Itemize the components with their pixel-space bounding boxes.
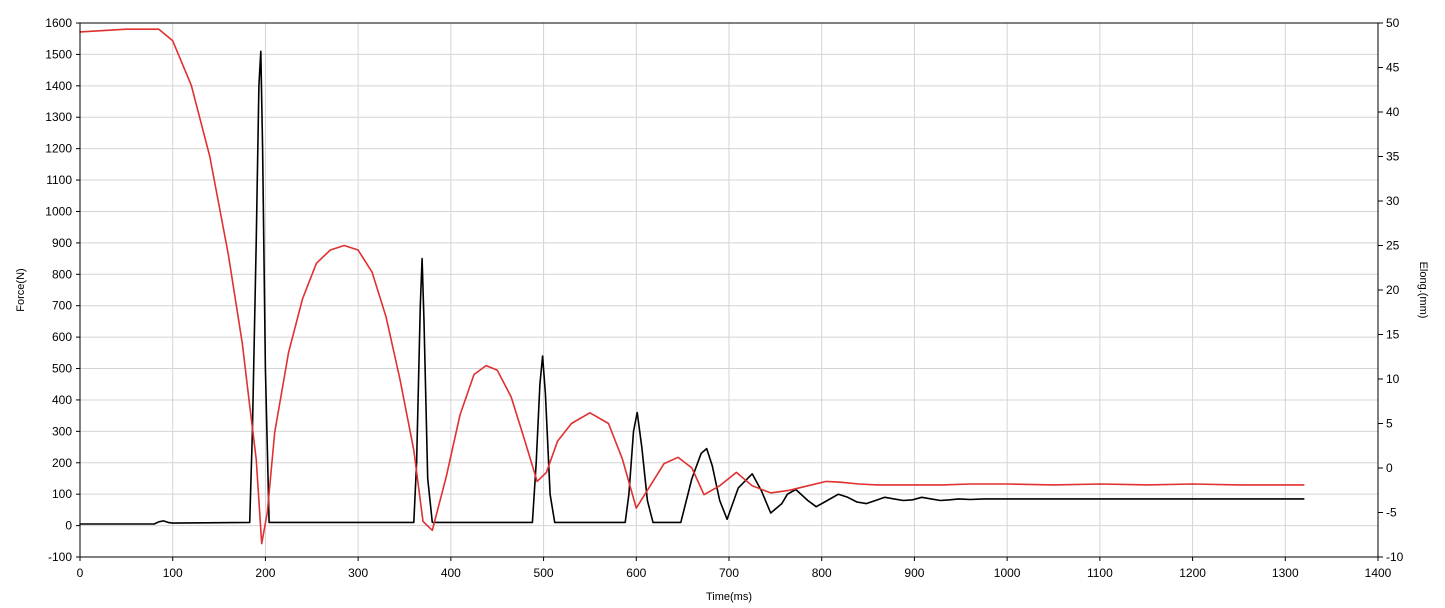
- x-tick-label: 600: [626, 566, 646, 580]
- series-layer: [79, 28, 1305, 545]
- force-series-line: [79, 50, 1305, 525]
- y2-tick-label: -10: [1386, 550, 1404, 564]
- y-tick-label: 1200: [45, 142, 72, 156]
- x-tick-label: 500: [534, 566, 554, 580]
- y-tick-label: -100: [48, 550, 72, 564]
- y2-tick-label: 40: [1386, 105, 1400, 119]
- x-tick-label: 1400: [1365, 566, 1392, 580]
- y-tick-label: 200: [52, 456, 72, 470]
- grid: [79, 22, 1379, 558]
- x-axis: 0 100 200 300 400 500 600 700 800 900 1000 1100 1200…: [77, 557, 1392, 580]
- y2-tick-label: 25: [1386, 239, 1400, 253]
- y2-tick-label: 10: [1386, 372, 1400, 386]
- y-tick-label: 1600: [45, 16, 72, 30]
- x-tick-label: 900: [904, 566, 924, 580]
- x-tick-label: 1200: [1179, 566, 1206, 580]
- y-tick-label: 300: [52, 424, 72, 438]
- y-tick-label: 900: [52, 236, 72, 250]
- elongation-series-line: [79, 28, 1305, 545]
- y2-tick-label: 15: [1386, 328, 1400, 342]
- y2-tick-label: 20: [1386, 283, 1400, 297]
- y2-axis-title: Elong.(mm): [1417, 262, 1429, 319]
- y-tick-label: 0: [65, 519, 72, 533]
- x-tick-label: 1300: [1272, 566, 1299, 580]
- x-tick-label: 1100: [1087, 566, 1113, 580]
- y2-tick-label: 30: [1386, 194, 1400, 208]
- x-tick-label: 300: [348, 566, 368, 580]
- y-tick-label: 1100: [46, 173, 72, 187]
- y2-tick-label: 45: [1386, 61, 1400, 75]
- x-tick-label: 100: [163, 566, 183, 580]
- x-tick-label: 700: [719, 566, 739, 580]
- y2-tick-label: 0: [1386, 461, 1393, 475]
- y2-tick-label: 5: [1386, 417, 1393, 431]
- y-tick-label: 700: [52, 299, 72, 313]
- y-axis-title: Force(N): [15, 268, 27, 311]
- y-tick-label: 1000: [45, 204, 72, 218]
- y-tick-label: 1500: [45, 47, 72, 61]
- y-axis-left: -100 0 100 200 300 400 500 600 700 800 900 1000 1100…: [45, 16, 80, 564]
- y2-tick-label: -5: [1386, 506, 1397, 520]
- y-tick-label: 400: [52, 393, 72, 407]
- y-tick-label: 1300: [45, 110, 72, 124]
- x-axis-title: Time(ms): [706, 591, 752, 603]
- y2-tick-label: 35: [1386, 150, 1400, 164]
- y2-tick-label: 50: [1386, 16, 1400, 30]
- x-tick-label: 1000: [994, 566, 1021, 580]
- y-tick-label: 1400: [45, 79, 72, 93]
- x-tick-label: 800: [812, 566, 832, 580]
- x-tick-label: 400: [441, 566, 461, 580]
- y-axis-right: -10 -5 0 5 10 15 20 25 30 35 40 45 50: [1378, 16, 1404, 564]
- y-tick-label: 800: [52, 267, 72, 281]
- y-tick-label: 100: [52, 487, 72, 501]
- y-tick-label: 600: [52, 330, 72, 344]
- x-tick-label: 0: [77, 566, 84, 580]
- y-tick-label: 500: [52, 362, 72, 376]
- x-tick-label: 200: [255, 566, 275, 580]
